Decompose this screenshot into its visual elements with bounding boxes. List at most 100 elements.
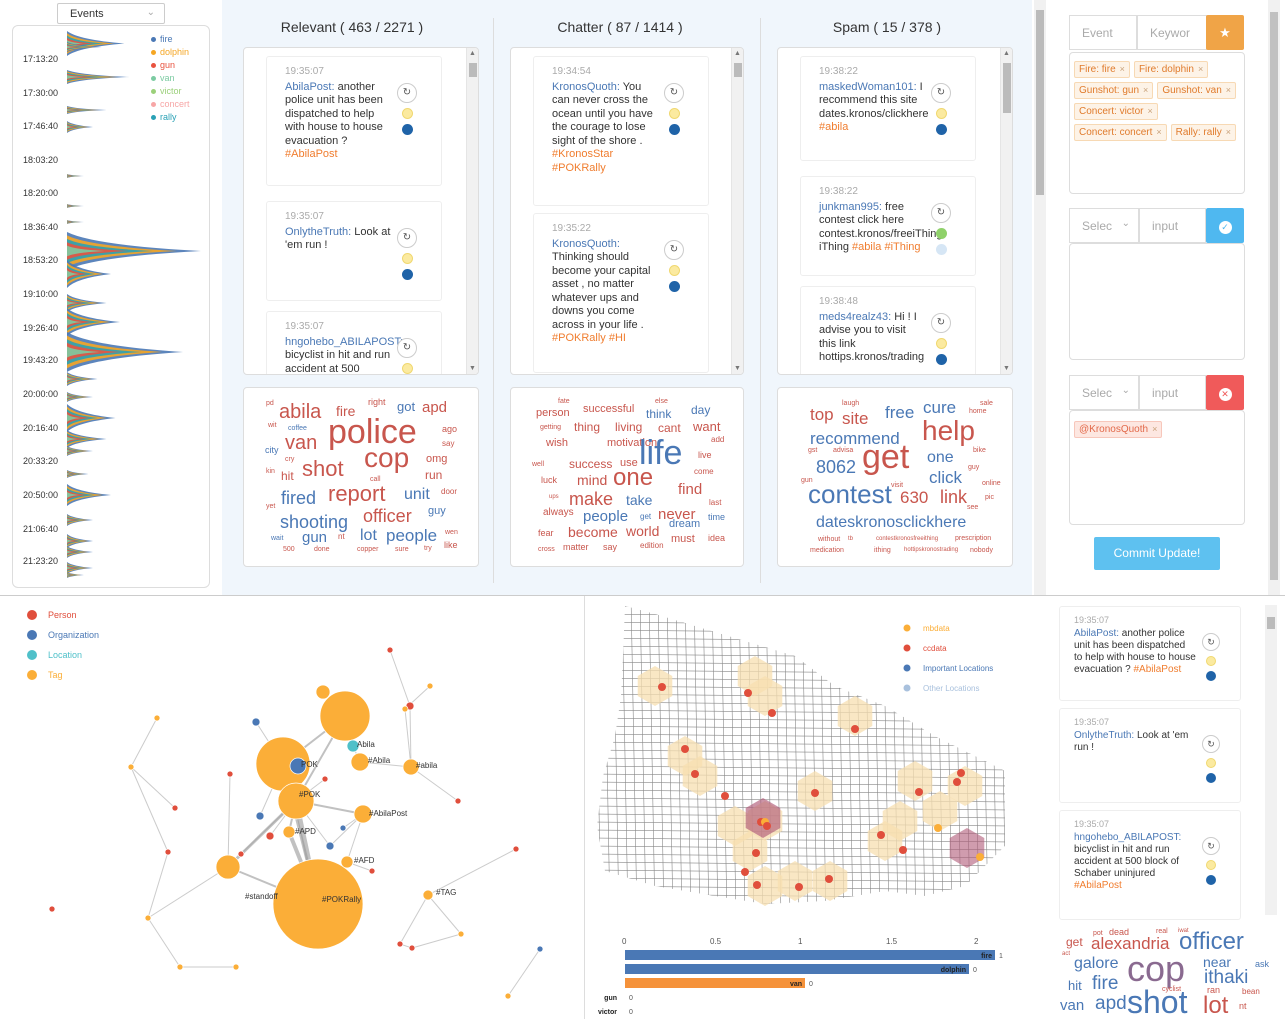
tweet-user-link[interactable]: AbilaPost: bbox=[285, 80, 335, 93]
map-point[interactable] bbox=[763, 822, 771, 830]
map-point[interactable] bbox=[741, 868, 749, 876]
legend-item-gun[interactable]: gun bbox=[151, 60, 175, 70]
map-point[interactable] bbox=[753, 881, 761, 889]
legend-item-fire[interactable]: fire bbox=[151, 34, 173, 44]
relevance-dot[interactable] bbox=[669, 265, 680, 276]
refresh-icon[interactable]: ↻ bbox=[397, 228, 417, 248]
remove-chip-icon[interactable]: × bbox=[1225, 85, 1232, 95]
remove-chip-icon[interactable]: × bbox=[1143, 85, 1149, 95]
center-scrollbar[interactable] bbox=[1034, 0, 1046, 596]
wordcloud-word[interactable]: 630 bbox=[900, 488, 929, 507]
relevance-dot[interactable] bbox=[936, 338, 947, 349]
wordcloud-word[interactable]: nt bbox=[1239, 1001, 1247, 1011]
category-dot[interactable] bbox=[936, 244, 947, 255]
density-hex[interactable] bbox=[777, 861, 813, 901]
relevance-dot[interactable] bbox=[669, 108, 680, 119]
network-node[interactable] bbox=[171, 804, 179, 812]
network-node[interactable] bbox=[255, 811, 265, 821]
wordcloud-word[interactable]: always bbox=[543, 507, 574, 518]
tweet-card[interactable]: 19:34:54 KronosQuoth: You can never cross… bbox=[533, 56, 709, 206]
tweet-user-link[interactable]: KronosQuoth: bbox=[552, 237, 620, 250]
legend-item-van[interactable]: van bbox=[151, 73, 175, 83]
wordcloud-word[interactable]: apd bbox=[422, 399, 448, 416]
wordcloud-word[interactable]: gst bbox=[808, 447, 818, 454]
wordcloud-word[interactable]: take bbox=[626, 492, 653, 508]
wordcloud-word[interactable]: link bbox=[940, 487, 968, 507]
wordcloud-word[interactable]: time bbox=[708, 512, 726, 522]
map-point[interactable] bbox=[811, 789, 819, 797]
wordcloud-word[interactable]: ithing bbox=[874, 547, 891, 554]
network-node[interactable] bbox=[319, 690, 371, 742]
wordcloud-word[interactable]: nobody bbox=[970, 547, 993, 554]
network-node[interactable] bbox=[504, 992, 512, 1000]
wordcloud-word[interactable]: site bbox=[842, 409, 869, 428]
map-point[interactable] bbox=[744, 689, 752, 697]
wordcloud-word[interactable]: right bbox=[368, 397, 386, 407]
filter-chip[interactable]: Gunshot: van × bbox=[1157, 82, 1237, 99]
wordcloud-word[interactable]: like bbox=[444, 540, 458, 550]
wordcloud-word[interactable]: van bbox=[1060, 997, 1085, 1014]
map-point[interactable] bbox=[915, 788, 923, 796]
map-point[interactable] bbox=[934, 824, 942, 832]
network-node[interactable] bbox=[272, 858, 364, 950]
wordcloud-word[interactable]: officer bbox=[363, 506, 412, 526]
select-dropdown-1[interactable]: Selec ⌄ bbox=[1069, 208, 1139, 243]
wordcloud-word[interactable]: pd bbox=[266, 400, 274, 407]
network-node[interactable] bbox=[277, 782, 315, 820]
category-dot[interactable] bbox=[402, 124, 413, 135]
network-node[interactable] bbox=[265, 831, 275, 841]
remove-chip-icon[interactable]: × bbox=[1119, 64, 1125, 74]
map-point[interactable] bbox=[851, 725, 859, 733]
refresh-icon[interactable]: ↻ bbox=[1202, 633, 1220, 651]
tweet-user-link[interactable]: junkman995: bbox=[819, 200, 882, 213]
tweet-card[interactable]: 19:35:22 KronosQuoth: Thinking should bec… bbox=[533, 213, 709, 373]
density-hex[interactable] bbox=[947, 766, 983, 806]
wordcloud-word[interactable]: bike bbox=[973, 447, 986, 454]
wordcloud-word[interactable]: one bbox=[613, 464, 654, 491]
wordcloud-word[interactable]: hottipskronostrading bbox=[904, 547, 959, 553]
map-point[interactable] bbox=[877, 831, 885, 839]
wordcloud-word[interactable]: sure bbox=[395, 546, 409, 553]
tweet-user-link[interactable]: hngohebo_ABILAPOST: bbox=[1074, 832, 1182, 843]
wordcloud-word[interactable]: sale bbox=[980, 400, 993, 407]
refresh-icon[interactable]: ↻ bbox=[397, 338, 417, 358]
wordcloud-word[interactable]: door bbox=[441, 487, 458, 496]
wordcloud-word[interactable]: prescription bbox=[955, 535, 992, 542]
map-point[interactable] bbox=[768, 709, 776, 717]
scrollbar[interactable]: ▲ ▼ bbox=[466, 48, 478, 374]
wordcloud-word[interactable]: try bbox=[424, 545, 432, 552]
wordcloud-word[interactable]: online bbox=[982, 480, 1001, 487]
filter-chip[interactable]: Concert: victor × bbox=[1074, 103, 1158, 120]
category-dot[interactable] bbox=[1206, 671, 1216, 681]
wordcloud-word[interactable]: act bbox=[1062, 951, 1071, 957]
density-hex[interactable] bbox=[682, 756, 718, 796]
map-point[interactable] bbox=[721, 792, 729, 800]
map-point[interactable] bbox=[953, 778, 961, 786]
wordcloud-word[interactable]: free bbox=[885, 403, 915, 422]
wordcloud-word[interactable]: run bbox=[425, 468, 443, 482]
network-node[interactable] bbox=[402, 758, 420, 776]
wordcloud-word[interactable]: living bbox=[615, 420, 643, 434]
filter-chip[interactable]: Concert: concert × bbox=[1074, 124, 1167, 141]
refresh-icon[interactable]: ↻ bbox=[664, 240, 684, 260]
network-node[interactable] bbox=[127, 763, 135, 771]
network-node[interactable] bbox=[339, 824, 347, 832]
events-select[interactable]: Events ⌄ bbox=[57, 3, 165, 24]
wordcloud-word[interactable]: galore bbox=[1074, 955, 1119, 972]
category-dot[interactable] bbox=[936, 354, 947, 365]
wordcloud-word[interactable]: visit bbox=[891, 482, 904, 489]
network-node[interactable] bbox=[353, 804, 373, 824]
tweet-user-link[interactable]: OnlytheTruth: bbox=[1074, 730, 1135, 741]
wordcloud-word[interactable]: copper bbox=[357, 546, 379, 553]
wordcloud-word[interactable]: real bbox=[1156, 928, 1168, 935]
wordcloud-word[interactable]: thing bbox=[574, 420, 601, 434]
wordcloud-word[interactable]: hit bbox=[281, 469, 294, 483]
wordcloud-word[interactable]: bean bbox=[1242, 987, 1260, 996]
density-hex[interactable] bbox=[747, 676, 783, 716]
network-node[interactable] bbox=[176, 963, 184, 971]
network-node[interactable] bbox=[426, 682, 434, 690]
wordcloud-word[interactable]: fire bbox=[1092, 973, 1119, 994]
scrollbar[interactable]: ▲ ▼ bbox=[1000, 48, 1012, 374]
commit-update-button[interactable]: Commit Update! bbox=[1094, 537, 1220, 570]
wordcloud-word[interactable]: use bbox=[620, 457, 638, 469]
